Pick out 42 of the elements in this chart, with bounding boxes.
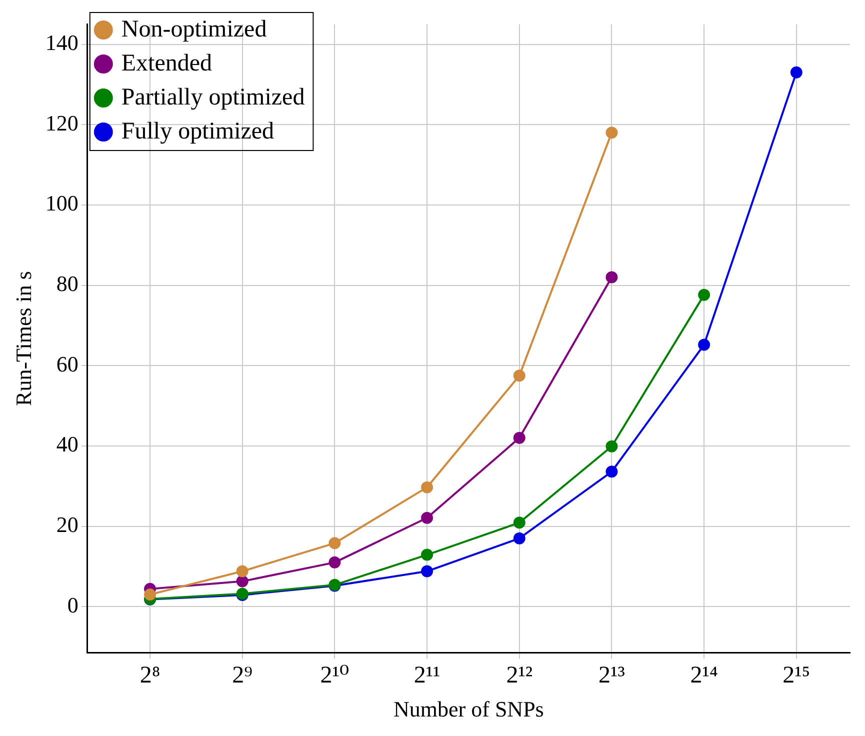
point xyxy=(513,532,526,544)
point xyxy=(421,548,434,561)
point xyxy=(606,440,618,452)
point xyxy=(236,575,248,588)
point xyxy=(144,588,156,601)
x-tick-label: 2¹² xyxy=(506,662,533,688)
x-tick-label: 2¹⁵ xyxy=(782,662,810,688)
x-tick-label: 2⁹ xyxy=(232,662,253,688)
point xyxy=(698,288,710,301)
x-tick-label: 2⁸ xyxy=(140,662,160,688)
legend-label: Extended xyxy=(121,50,212,76)
y-tick-label: 80 xyxy=(56,271,78,296)
point xyxy=(421,512,434,524)
point xyxy=(606,126,618,139)
point xyxy=(606,271,618,284)
point xyxy=(328,537,341,550)
point xyxy=(513,432,526,444)
y-tick-label: 140 xyxy=(45,30,78,56)
y-tick-label: 100 xyxy=(45,190,78,216)
x-tick-label: 2¹⁰ xyxy=(320,662,350,688)
point xyxy=(606,466,618,478)
y-tick-label: 120 xyxy=(45,110,78,136)
y-axis-title: Run-Times in s xyxy=(10,271,36,406)
x-tick-label: 2¹³ xyxy=(598,662,625,688)
point xyxy=(421,481,434,494)
point xyxy=(421,565,434,578)
point xyxy=(236,565,248,578)
y-tick-label: 60 xyxy=(56,351,78,376)
legend-label: Partially optimized xyxy=(121,84,305,110)
legend-label: Non-optimized xyxy=(121,16,267,42)
x-axis-title: Number of SNPs xyxy=(394,696,544,722)
y-tick-label: 40 xyxy=(56,432,78,457)
point xyxy=(790,66,802,78)
point xyxy=(328,556,341,568)
y-tick-label: 0 xyxy=(67,592,78,618)
x-tick-label: 2¹¹ xyxy=(414,662,440,688)
point xyxy=(513,370,526,382)
y-tick-label: 20 xyxy=(56,512,78,538)
point xyxy=(513,516,526,529)
point xyxy=(698,338,710,351)
legend-label: Fully optimized xyxy=(121,118,274,144)
x-tick-label: 2¹⁴ xyxy=(690,662,718,688)
